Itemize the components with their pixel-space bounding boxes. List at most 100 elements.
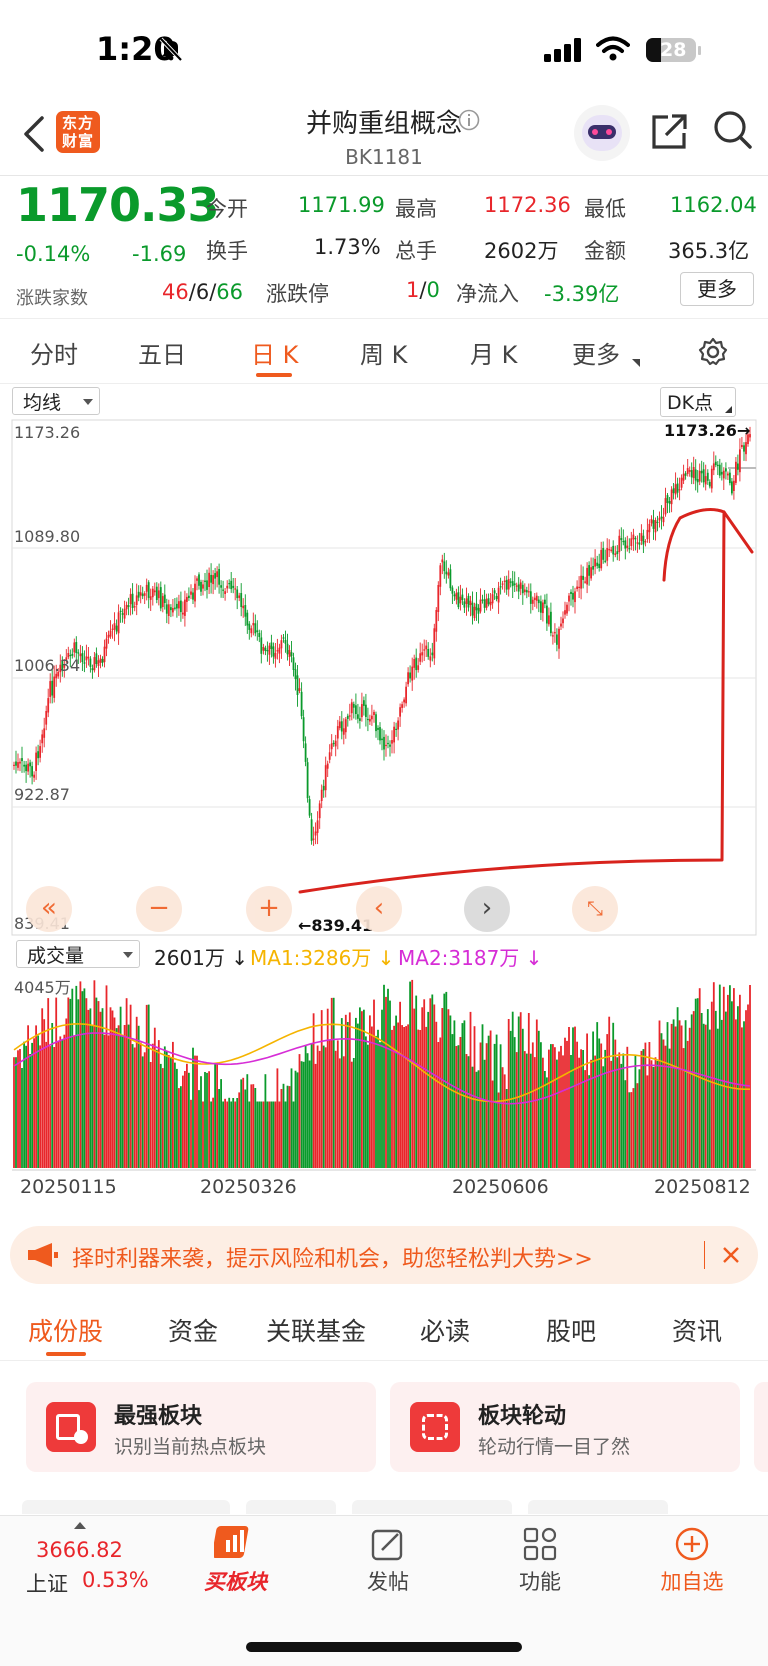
y-axis-label-3: 1006.34 xyxy=(14,656,81,675)
card-title-strongest: 最强板块 xyxy=(114,1404,203,1429)
min-price-marker: ←839.41 xyxy=(298,916,374,935)
home-indicator xyxy=(246,1642,522,1652)
ma-indicator-label: 均线 xyxy=(23,392,62,414)
date-label-3: 20250606 xyxy=(452,1176,549,1198)
low-label: 最低 xyxy=(584,197,626,221)
limit-label: 涨跌停 xyxy=(266,282,329,306)
change-value: -1.69 xyxy=(132,242,187,266)
post-label[interactable]: 发帖 xyxy=(367,1570,409,1594)
functions-label[interactable]: 功能 xyxy=(519,1570,561,1594)
tab-intraday[interactable]: 分时 xyxy=(30,341,78,369)
high-label: 最高 xyxy=(395,197,437,221)
tab-must-read[interactable]: 必读 xyxy=(420,1317,471,1346)
tab-more[interactable]: 更多 xyxy=(572,341,620,369)
volume-current: 2601万 ↓ xyxy=(154,946,249,970)
share-icon[interactable] xyxy=(650,111,690,151)
tab-funds[interactable]: 资金 xyxy=(168,1317,219,1346)
date-label-4: 20250812 xyxy=(654,1176,751,1198)
open-value: 1171.99 xyxy=(298,193,385,217)
add-watchlist-label[interactable]: 加自选 xyxy=(660,1570,724,1594)
rotation-icon xyxy=(410,1402,460,1452)
down-count: 66 xyxy=(216,280,243,304)
app-logo: 东方财富 xyxy=(56,111,100,153)
page-title: 并购重组概念 xyxy=(305,109,462,139)
sep-3: / xyxy=(419,278,427,302)
zoom-out-button[interactable]: − xyxy=(136,886,182,932)
close-icon[interactable] xyxy=(722,1246,740,1264)
tab-more-caret-icon xyxy=(632,359,640,367)
open-label: 今开 xyxy=(206,197,248,221)
y-axis-label-max: 1173.26 xyxy=(14,423,81,442)
timing-tool-banner[interactable]: 择时利器来袭，提示风险和机会，助您轻松判大势>> xyxy=(10,1226,758,1284)
tab-forum[interactable]: 股吧 xyxy=(546,1317,597,1346)
back-chevron-icon[interactable] xyxy=(22,115,46,153)
strongest-sector-card[interactable]: 最强板块 识别当前热点板块 xyxy=(26,1382,376,1472)
scroll-right-button[interactable]: › xyxy=(464,886,510,932)
status-time: 1:20 xyxy=(96,30,176,68)
volume-indicator-label: 成交量 xyxy=(27,945,85,967)
volume-current-value: 2601万 xyxy=(154,946,225,970)
battery-icon: 28 xyxy=(646,38,696,62)
amount-value: 365.3亿 xyxy=(668,239,750,263)
battery-level: 28 xyxy=(660,39,687,61)
robot-avatar-icon[interactable] xyxy=(574,105,630,161)
bottom-nav: 3666.82 上证 0.53% 买板块 发帖 功能 加自选 xyxy=(0,1515,768,1666)
search-icon[interactable] xyxy=(712,109,754,151)
more-button[interactable]: 更多 xyxy=(680,272,754,306)
functions-grid-icon[interactable] xyxy=(522,1526,558,1562)
index-value[interactable]: 3666.82 xyxy=(36,1538,123,1562)
add-watchlist-icon[interactable] xyxy=(674,1526,710,1562)
min-price-value: 839.41 xyxy=(311,916,374,935)
card-title-rotation: 板块轮动 xyxy=(478,1404,567,1429)
y-axis-label-4: 922.87 xyxy=(14,785,70,804)
dk-point-button[interactable]: DK点 xyxy=(660,387,736,417)
info-icon[interactable] xyxy=(458,109,480,131)
limit-down: 0 xyxy=(426,278,440,302)
volume-ma1-value: MA1:3286万 xyxy=(250,946,372,970)
updown-label: 涨跌家数 xyxy=(16,288,88,309)
amount-label: 金额 xyxy=(584,239,626,263)
expand-caret-icon[interactable] xyxy=(74,1522,86,1529)
fullscreen-button[interactable]: ⤡ xyxy=(572,886,618,932)
buy-sector-button[interactable]: 买板块 xyxy=(202,1520,267,1606)
status-bar: 1:20 28 xyxy=(0,0,768,100)
buy-sector-label: 买板块 xyxy=(204,1570,267,1594)
sep-2: / xyxy=(209,280,217,304)
volume-max-label: 4045万 xyxy=(14,978,71,997)
dk-point-label: DK点 xyxy=(667,392,714,414)
edit-post-icon[interactable] xyxy=(370,1528,406,1562)
tab-news[interactable]: 资讯 xyxy=(672,1317,723,1346)
volume-ma2: MA2:3187万 ↓ xyxy=(398,946,543,970)
index-name[interactable]: 上证 xyxy=(26,1572,68,1596)
zoom-in-button[interactable]: + xyxy=(246,886,292,932)
tab-related-funds[interactable]: 关联基金 xyxy=(266,1317,367,1346)
card-sub-strongest: 识别当前热点板块 xyxy=(114,1436,267,1458)
volume-ma1: MA1:3286万 ↓ xyxy=(250,946,395,970)
volume-indicator-dropdown[interactable]: 成交量 xyxy=(16,940,140,968)
sector-rotation-card[interactable]: 板块轮动 轮动行情一目了然 xyxy=(390,1382,740,1472)
scroll-far-left-button[interactable]: « xyxy=(26,886,72,932)
current-price: 1170.33 xyxy=(16,178,220,232)
candlestick-chart[interactable] xyxy=(0,0,768,1210)
sep-1: / xyxy=(188,280,196,304)
netflow-value: -3.39亿 xyxy=(544,282,620,306)
limit-up: 1 xyxy=(406,278,420,302)
index-change[interactable]: 0.53% xyxy=(82,1568,149,1592)
turnover-value: 1.73% xyxy=(314,235,381,259)
sector-code: BK1181 xyxy=(345,145,423,169)
active-tab-underline xyxy=(256,373,292,377)
scroll-left-button[interactable]: ‹ xyxy=(356,886,402,932)
ma-indicator-dropdown[interactable]: 均线 xyxy=(12,387,100,415)
date-label-1: 20250115 xyxy=(20,1176,117,1198)
tab-monthly-k[interactable]: 月 K xyxy=(470,341,518,369)
tab-weekly-k[interactable]: 周 K xyxy=(360,341,408,369)
tab-five-day[interactable]: 五日 xyxy=(138,341,186,369)
high-value: 1172.36 xyxy=(484,193,571,217)
tab-constituents[interactable]: 成份股 xyxy=(28,1317,104,1346)
gear-icon[interactable] xyxy=(698,337,728,367)
bottom-tab-underline xyxy=(46,1352,86,1356)
tab-daily-k[interactable]: 日 K xyxy=(251,341,299,369)
card-sub-rotation: 轮动行情一目了然 xyxy=(478,1436,631,1458)
period-tabs: 分时 五日 日 K 周 K 月 K 更多 xyxy=(0,318,768,384)
up-count: 46 xyxy=(162,280,189,304)
